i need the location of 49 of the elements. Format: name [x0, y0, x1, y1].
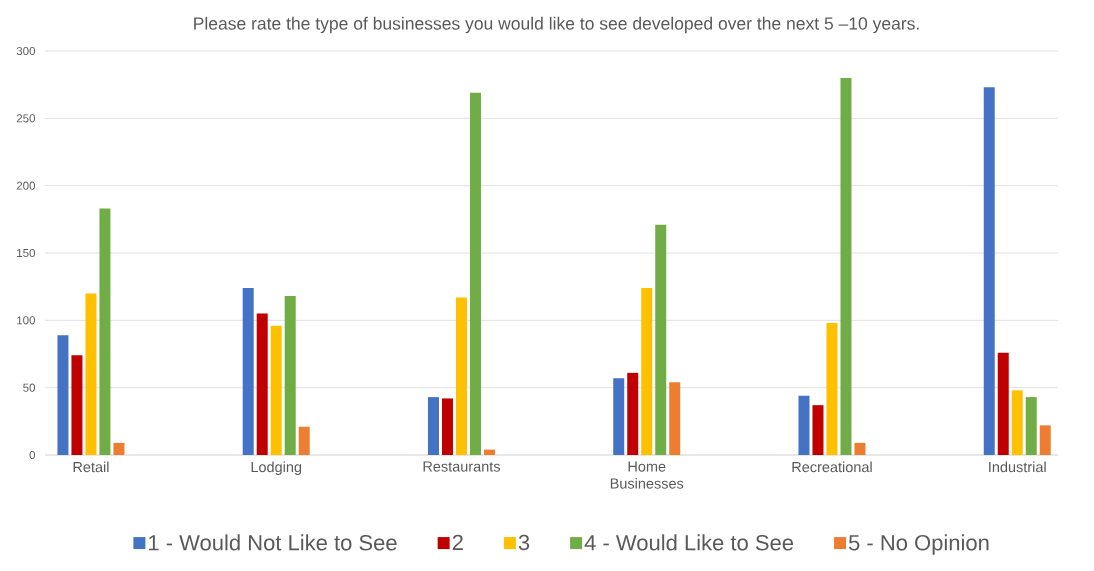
bar — [427, 397, 439, 455]
legend-label: 5 - No Opinion — [848, 534, 989, 555]
bar — [983, 87, 995, 455]
bar — [85, 293, 97, 455]
bar — [627, 372, 639, 455]
bar — [826, 323, 838, 455]
bar — [455, 297, 467, 455]
bar — [812, 405, 824, 455]
bar — [669, 382, 681, 455]
x-tick-label: Retail — [73, 461, 109, 473]
bar — [655, 224, 667, 455]
bar — [1011, 390, 1023, 455]
bar — [1039, 425, 1051, 455]
legend-label: 3 — [518, 534, 530, 551]
bar — [798, 395, 810, 455]
bar — [99, 208, 111, 455]
bar — [469, 92, 481, 455]
y-tick-label: 50 — [23, 383, 36, 392]
x-tick-label: Lodging — [251, 461, 302, 476]
bar — [71, 355, 83, 455]
bar — [641, 288, 653, 455]
bar — [1025, 397, 1037, 455]
bar — [256, 313, 268, 455]
y-tick-label: 300 — [16, 46, 36, 56]
x-tick-label: Industrial — [989, 461, 1046, 473]
x-tick-label: Recreational — [792, 461, 872, 473]
chart-title: Please rate the type of businesses you would like to see developed over the next 5 –10 years. — [194, 16, 919, 34]
bar — [242, 288, 254, 455]
legend-label: 2 — [452, 534, 463, 550]
y-tick-label: 200 — [16, 181, 36, 190]
legend-label: 1 - Would Not Like to See — [149, 534, 397, 551]
y-tick-label: 150 — [17, 248, 36, 258]
bar — [854, 442, 866, 455]
bar — [997, 352, 1009, 455]
bar — [298, 426, 310, 455]
x-tick-label: Home Businesses — [610, 461, 684, 489]
bar — [613, 378, 625, 455]
bar — [113, 442, 125, 455]
bar — [441, 398, 453, 455]
bar — [57, 335, 69, 455]
bar — [270, 325, 282, 455]
bar — [483, 449, 495, 455]
bar — [840, 77, 852, 455]
y-tick-label: 250 — [16, 114, 36, 123]
y-tick-label: 100 — [17, 316, 36, 325]
bar — [284, 296, 296, 455]
y-tick-label: 0 — [29, 450, 36, 460]
x-tick-label: Restaurants — [423, 461, 501, 472]
legend-label: 4 - Would Like to See — [584, 534, 794, 551]
